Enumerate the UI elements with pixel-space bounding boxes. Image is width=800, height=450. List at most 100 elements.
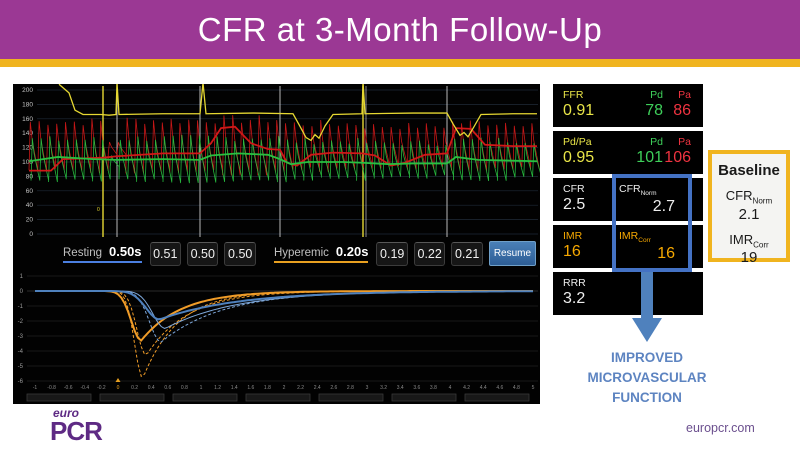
resting-chip[interactable]: 0.50 — [187, 241, 219, 266]
svg-text:0.6: 0.6 — [164, 385, 171, 391]
svg-text:-5: -5 — [18, 364, 24, 370]
svg-text:1.2: 1.2 — [214, 385, 221, 391]
svg-text:3.6: 3.6 — [413, 385, 420, 391]
svg-text:1: 1 — [20, 274, 24, 280]
svg-text:-4: -4 — [18, 349, 24, 355]
svg-text:-3: -3 — [18, 334, 24, 340]
svg-text:0.8: 0.8 — [181, 385, 188, 391]
ffr-panel: FFR Pd Pa 0.91 78 86 — [553, 84, 703, 127]
pa-value: 86 — [673, 102, 691, 119]
svg-text:2.4: 2.4 — [314, 385, 321, 391]
logo-euro-text: euro — [53, 406, 80, 420]
rrr-value: 3.2 — [563, 290, 586, 307]
svg-text:180: 180 — [22, 101, 33, 108]
baseline-imr-corr-value: 19 — [740, 249, 758, 267]
svg-text:140: 140 — [22, 130, 33, 137]
imr-panel: IMR 16 IMRCorr 16 — [553, 225, 703, 268]
baseline-title: Baseline — [718, 162, 780, 179]
rrr-panel: RRR 3.2 — [553, 272, 703, 315]
svg-text:3.2: 3.2 — [380, 385, 387, 391]
hyperemic-label: Hyperemic — [273, 247, 329, 259]
ffr-value: 0.91 — [563, 102, 595, 119]
pdpa-panel: Pd/Pa Pd Pa 0.95 101 106 — [553, 131, 703, 174]
svg-text:2: 2 — [283, 385, 286, 391]
resume-button[interactable]: Resume — [488, 241, 536, 266]
cfr-panel: CFR 2.5 CFRNorm 2.7 — [553, 178, 703, 221]
highlight-box — [612, 174, 692, 272]
page-title: CFR at 3-Month Follow-Up — [197, 10, 603, 48]
hyperemic-time: 0.20s — [335, 244, 369, 259]
svg-text:-2: -2 — [18, 319, 24, 325]
svg-text:0: 0 — [20, 289, 24, 295]
svg-text:1.6: 1.6 — [247, 385, 254, 391]
svg-text:-1: -1 — [33, 385, 38, 391]
down-arrow — [641, 271, 653, 318]
baseline-cfr-norm-value: 2.1 — [738, 205, 760, 223]
rrr-label: RRR — [563, 277, 586, 289]
annotation-improved-microvascular-function: IMPROVED MICROVASCULAR FUNCTION — [587, 350, 707, 405]
svg-text:4.4: 4.4 — [480, 385, 487, 391]
pa-label: Pa — [678, 136, 691, 148]
svg-text:5: 5 — [532, 385, 535, 391]
imr-corr-label: IMRCorr — [619, 230, 651, 245]
svg-text:2.8: 2.8 — [347, 385, 354, 391]
svg-text:0.4: 0.4 — [148, 385, 155, 391]
gold-stripe — [0, 59, 800, 67]
imr-label: IMR — [563, 230, 583, 242]
svg-text:1.8: 1.8 — [264, 385, 271, 391]
svg-text:0: 0 — [97, 207, 100, 213]
svg-text:-0.4: -0.4 — [80, 385, 89, 391]
svg-text:120: 120 — [22, 145, 33, 152]
svg-text:4.8: 4.8 — [513, 385, 520, 391]
timing-row: Resting 0.50s 0.51 0.50 0.50 Hyperemic 0… — [13, 240, 540, 267]
resting-time: 0.50s — [109, 244, 142, 259]
imr-value: 16 — [563, 243, 581, 260]
svg-text:-0.2: -0.2 — [97, 385, 106, 391]
svg-text:0.2: 0.2 — [131, 385, 138, 391]
hyperemic-chip[interactable]: 0.22 — [413, 241, 446, 266]
svg-text:3.4: 3.4 — [397, 385, 404, 391]
europcr-logo: euro PCR — [50, 406, 103, 446]
resting-label: Resting — [63, 247, 102, 259]
pd-label: Pd — [650, 89, 663, 101]
baseline-box: Baseline CFRNorm 2.1 IMRCorr 19 — [708, 150, 790, 266]
header-bar: CFR at 3-Month Follow-Up — [0, 0, 800, 59]
baseline-imr-corr-label: IMRCorr — [729, 231, 769, 250]
pa-value: 106 — [664, 149, 691, 166]
measurement-panels: FFR Pd Pa 0.91 78 86 Pd/Pa Pd Pa 0.95 10… — [553, 84, 703, 319]
svg-text:-6: -6 — [18, 379, 24, 385]
svg-text:2.2: 2.2 — [297, 385, 304, 391]
svg-text:4: 4 — [449, 385, 452, 391]
svg-text:-0.8: -0.8 — [47, 385, 56, 391]
svg-text:100: 100 — [22, 159, 33, 166]
svg-text:2.6: 2.6 — [330, 385, 337, 391]
pdpa-value: 0.95 — [563, 149, 595, 166]
cfr-norm-value: 2.7 — [652, 198, 675, 216]
down-arrow-head — [632, 318, 662, 342]
hyperemic-chip[interactable]: 0.19 — [376, 241, 408, 266]
svg-text:3.8: 3.8 — [430, 385, 437, 391]
imr-corr-value: 16 — [657, 245, 675, 263]
svg-text:20: 20 — [26, 217, 34, 224]
hyperemic-timing: Hyperemic 0.20s — [273, 244, 369, 263]
svg-text:0: 0 — [117, 385, 120, 391]
physiology-monitor: 200 180 160 140 120 100 80 60 40 20 0 0 Resting 0.5… — [13, 84, 540, 404]
svg-text:200: 200 — [22, 87, 33, 94]
logo-pcr-text: PCR — [50, 416, 103, 446]
svg-text:4.2: 4.2 — [463, 385, 470, 391]
svg-text:60: 60 — [26, 188, 34, 195]
resting-chip[interactable]: 0.50 — [224, 241, 256, 266]
pa-label: Pa — [678, 89, 691, 101]
svg-text:4.6: 4.6 — [496, 385, 503, 391]
footer-url: europcr.com — [686, 421, 755, 435]
svg-text:160: 160 — [22, 116, 33, 123]
svg-text:-1: -1 — [18, 304, 24, 310]
hyperemic-chip[interactable]: 0.21 — [451, 241, 483, 266]
cfr-norm-label: CFRNorm — [619, 183, 657, 198]
ffr-label: FFR — [563, 89, 584, 101]
resting-chip[interactable]: 0.51 — [149, 241, 182, 266]
pd-value: 78 — [645, 102, 663, 119]
baseline-cfr-norm-label: CFRNorm — [725, 188, 773, 206]
